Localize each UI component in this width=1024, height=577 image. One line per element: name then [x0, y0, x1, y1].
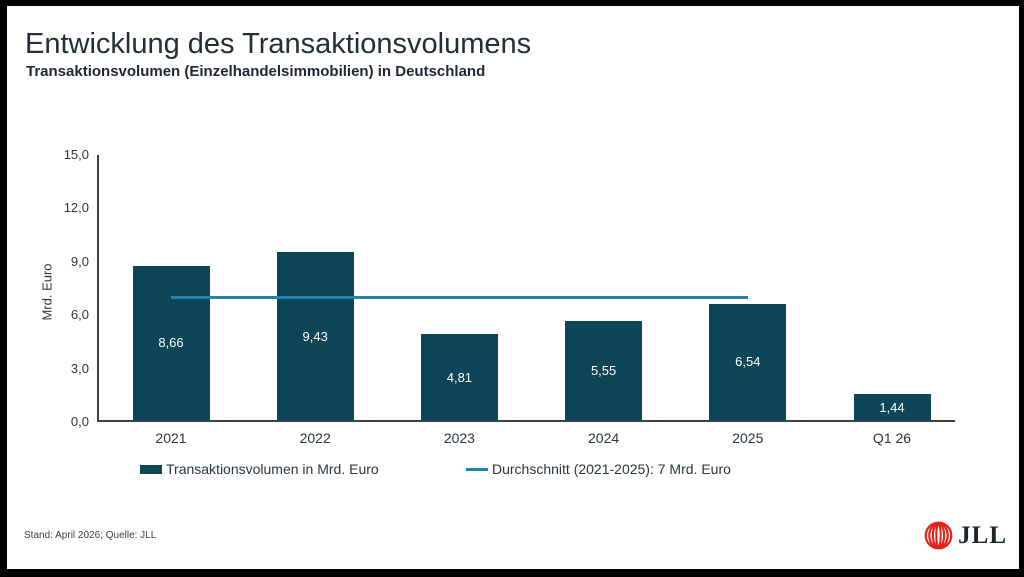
x-tick-label: 2021 [155, 430, 187, 446]
bar-2025: 6,54 [709, 303, 787, 420]
page-title: Entwicklung des Transaktionsvolumens [25, 28, 532, 60]
x-tick-label: Q1 26 [872, 430, 912, 446]
bar-value-label: 9,43 [302, 328, 328, 344]
y-tick-label: 3,0 [70, 360, 89, 376]
chart-subtitle: Transaktionsvolumen (Einzelhandelsimmobi… [26, 63, 486, 80]
y-tick-label: 15,0 [63, 147, 89, 162]
bar-value-label: 5,55 [590, 363, 617, 379]
y-tick-label: 6,0 [70, 307, 89, 323]
x-tick-label: 2024 [588, 430, 620, 446]
x-tick-label: 2022 [299, 430, 331, 446]
x-tick-label: 2025 [732, 430, 764, 446]
average-line [171, 295, 748, 299]
jll-logo-text: JLL [958, 521, 1007, 549]
line-legend-swatch [466, 467, 488, 471]
jll-globe-icon [924, 521, 953, 550]
bar-2022: 9,43 [276, 252, 354, 420]
bar-value-label: 4,81 [446, 369, 473, 385]
bar-value-label: 6,54 [735, 354, 761, 370]
legend-item-bars: Transaktionsvolumen in Mrd. Euro [140, 461, 379, 477]
bar-chart-plot-area: 8,66 2021 9,43 2022 4,81 2023 5,55 2024 6,54 2025… [97, 155, 955, 446]
y-tick-label: 0,0 [70, 414, 89, 429]
bar-q1-26: 1,44 [853, 394, 931, 420]
bar-legend-label: Transaktionsvolumen in Mrd. Euro [166, 461, 379, 477]
bar-2024: 5,55 [565, 321, 643, 420]
legend-item-average-line: Durchschnitt (2021-2025): 7 Mrd. Euro [466, 461, 731, 477]
bar-legend-swatch [140, 464, 162, 474]
x-tick-label: 2023 [443, 430, 475, 446]
y-tick-label: 12,0 [63, 200, 89, 216]
bar-value-label: 1,44 [879, 399, 905, 415]
jll-logo: JLL [924, 521, 1007, 550]
line-legend-label: Durchschnitt (2021-2025): 7 Mrd. Euro [492, 461, 731, 477]
bar-2021: 8,66 [132, 265, 210, 420]
bar-value-label: 8,66 [158, 335, 184, 351]
source-note: Stand: April 2026; Quelle: JLL [24, 530, 157, 541]
bar-2023: 4,81 [420, 334, 498, 420]
y-tick-label: 9,0 [70, 253, 89, 269]
